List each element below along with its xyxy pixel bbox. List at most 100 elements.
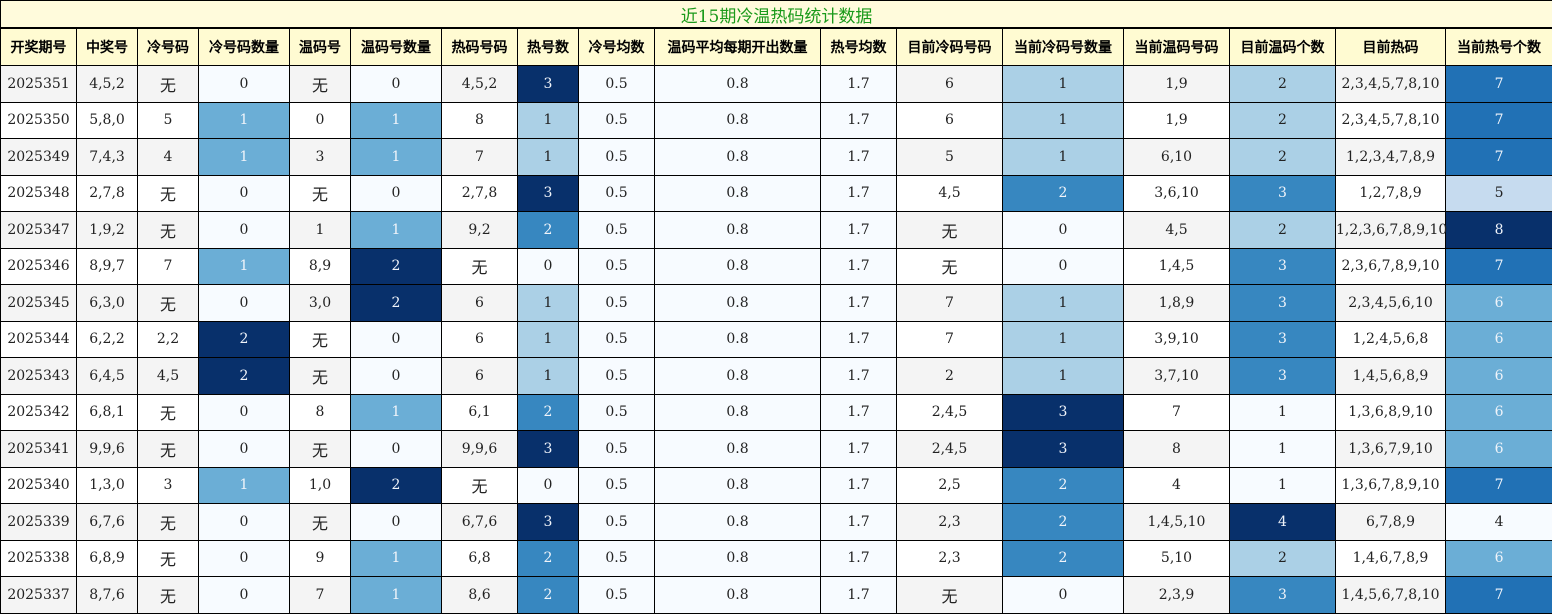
table-cell: 1.7 — [821, 321, 897, 358]
table-cell: 0.8 — [655, 504, 821, 541]
table-cell: 2,3,4,5,6,10 — [1336, 285, 1446, 322]
table-cell: 6,7,6 — [442, 504, 518, 541]
column-header[interactable]: 温码号 — [290, 28, 351, 66]
table-cell: 1 — [1003, 358, 1124, 395]
table-cell: 1,3,6,7,9,10 — [1336, 431, 1446, 468]
table-cell: 无 — [290, 431, 351, 468]
column-header[interactable]: 当前冷码号数量 — [1003, 28, 1124, 66]
column-header[interactable]: 温码号数量 — [351, 28, 442, 66]
table-cell: 0.5 — [579, 577, 655, 614]
column-header[interactable]: 冷号均数 — [579, 28, 655, 66]
table-cell: 0 — [199, 212, 290, 249]
table-cell: 2 — [518, 212, 579, 249]
column-header[interactable]: 目前温码个数 — [1230, 28, 1336, 66]
table-cell: 6 — [1446, 321, 1552, 358]
table-cell: 0 — [351, 66, 442, 103]
table-cell: 0.5 — [579, 394, 655, 431]
table-cell: 1.7 — [821, 504, 897, 541]
column-header[interactable]: 热号均数 — [821, 28, 897, 66]
table-cell: 0.8 — [655, 467, 821, 504]
table-cell: 2025350 — [1, 102, 77, 139]
table-cell: 0.5 — [579, 540, 655, 577]
table-cell: 1 — [351, 102, 442, 139]
table-cell: 0 — [351, 504, 442, 541]
table-cell: 无 — [138, 285, 199, 322]
table-cell: 6 — [1446, 358, 1552, 395]
column-header[interactable]: 热码号码 — [442, 28, 518, 66]
table-cell: 1,8,9 — [1124, 285, 1230, 322]
table-cell: 1,4,5 — [1124, 248, 1230, 285]
table-cell: 6,1 — [442, 394, 518, 431]
table-cell: 8,6 — [442, 577, 518, 614]
table-cell: 8 — [442, 102, 518, 139]
column-header[interactable]: 冷号码 — [138, 28, 199, 66]
table-cell: 3 — [1230, 321, 1336, 358]
table-title: 近15期冷温热码统计数据 — [1, 1, 1552, 29]
table-cell: 2 — [1003, 467, 1124, 504]
table-cell: 1,9,2 — [77, 212, 138, 249]
table-cell: 2025349 — [1, 139, 77, 176]
table-cell: 6 — [442, 285, 518, 322]
table-cell: 3 — [1003, 431, 1124, 468]
table-cell: 1,4,5,10 — [1124, 504, 1230, 541]
table-cell: 4 — [138, 139, 199, 176]
table-cell: 0.8 — [655, 102, 821, 139]
table-cell: 1.7 — [821, 66, 897, 103]
table-cell: 0.8 — [655, 212, 821, 249]
table-cell: 6,8,1 — [77, 394, 138, 431]
table-cell: 8 — [1124, 431, 1230, 468]
column-header[interactable]: 当前热号个数 — [1446, 28, 1552, 66]
column-header[interactable]: 冷号码数量 — [199, 28, 290, 66]
table-cell: 2025337 — [1, 577, 77, 614]
table-cell: 4 — [1230, 504, 1336, 541]
table-cell: 0.8 — [655, 66, 821, 103]
table-cell: 2,3,9 — [1124, 577, 1230, 614]
table-cell: 3 — [1003, 394, 1124, 431]
table-cell: 7 — [138, 248, 199, 285]
table-cell: 3 — [1230, 175, 1336, 212]
table-cell: 0 — [351, 321, 442, 358]
table-cell: 1.7 — [821, 285, 897, 322]
table-cell: 8 — [1446, 212, 1552, 249]
table-cell: 2 — [1230, 139, 1336, 176]
column-header[interactable]: 开奖期号 — [1, 28, 77, 66]
column-header[interactable]: 中奖号 — [77, 28, 138, 66]
table-cell: 2,4,5 — [897, 431, 1003, 468]
table-cell: 0.5 — [579, 175, 655, 212]
column-header[interactable]: 热号数 — [518, 28, 579, 66]
column-header[interactable]: 温码平均每期开出数量 — [655, 28, 821, 66]
table-cell: 5,8,0 — [77, 102, 138, 139]
table-cell: 无 — [442, 467, 518, 504]
table-cell: 7 — [1124, 394, 1230, 431]
table-cell: 2,3,4,5,7,8,10 — [1336, 66, 1446, 103]
table-cell: 0.5 — [579, 504, 655, 541]
table-cell: 3 — [1230, 577, 1336, 614]
table-cell: 2,4,5 — [897, 394, 1003, 431]
table-cell: 1.7 — [821, 540, 897, 577]
table-cell: 2025339 — [1, 504, 77, 541]
table-cell: 1.7 — [821, 577, 897, 614]
table-cell: 3 — [518, 175, 579, 212]
table-cell: 1 — [351, 540, 442, 577]
table-cell: 6,7,6 — [77, 504, 138, 541]
table-cell: 0.5 — [579, 139, 655, 176]
table-cell: 无 — [138, 175, 199, 212]
table-cell: 7 — [1446, 66, 1552, 103]
column-header[interactable]: 目前热码 — [1336, 28, 1446, 66]
table-cell: 0.5 — [579, 431, 655, 468]
table-cell: 1 — [199, 139, 290, 176]
table-cell: 7 — [897, 285, 1003, 322]
table-cell: 1,3,6,8,9,10 — [1336, 394, 1446, 431]
table-cell: 1.7 — [821, 102, 897, 139]
table-cell: 3 — [1230, 358, 1336, 395]
column-header[interactable]: 目前冷码号码 — [897, 28, 1003, 66]
column-header[interactable]: 当前温码号码 — [1124, 28, 1230, 66]
